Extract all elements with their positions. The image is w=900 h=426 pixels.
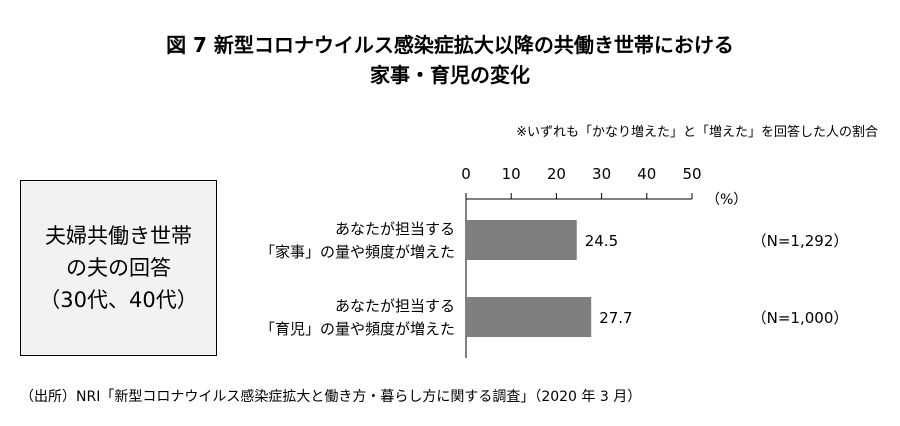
chart-title-line1: 図 7 新型コロナウイルス感染症拡大以降の共働き世帯における bbox=[166, 33, 734, 57]
x-tick-label: 0 bbox=[461, 165, 471, 183]
chart-note: ※いずれも「かなり増えた」と「増えた」を回答した人の割合 bbox=[516, 125, 878, 140]
group-label-line3: （30代、40代） bbox=[39, 288, 198, 312]
x-tick-label: 10 bbox=[502, 165, 521, 183]
x-unit-label: （%） bbox=[706, 192, 747, 208]
category-label-line2: 「育児」の量や頻度が増えた bbox=[260, 320, 455, 338]
value-label: 24.5 bbox=[585, 232, 618, 250]
value-label: 27.7 bbox=[599, 309, 632, 327]
group-label-line1: 夫婦共働き世帯 bbox=[45, 224, 192, 248]
x-tick-label: 50 bbox=[682, 165, 701, 183]
bar bbox=[466, 297, 592, 337]
x-tick-label: 20 bbox=[547, 165, 566, 183]
respondent-group-box: 夫婦共働き世帯 の夫の回答 （30代、40代） bbox=[20, 180, 217, 356]
category-label-line2: 「家事」の量や頻度が増えた bbox=[260, 243, 455, 261]
x-tick-label: 30 bbox=[592, 165, 611, 183]
x-tick-label: 40 bbox=[637, 165, 656, 183]
source-note: （出所）NRI「新型コロナウイルス感染症拡大と働き方・暮らし方に関する調査」（2… bbox=[20, 389, 642, 405]
sample-size-label: （N=1,000） bbox=[752, 309, 849, 327]
bar bbox=[466, 220, 577, 260]
category-label-line1: あなたが担当する bbox=[335, 220, 455, 238]
group-label-line2: の夫の回答 bbox=[66, 256, 171, 280]
chart-title-line2: 家事・育児の変化 bbox=[370, 63, 530, 87]
category-label-line1: あなたが担当する bbox=[335, 297, 455, 315]
sample-size-label: （N=1,292） bbox=[752, 232, 849, 250]
